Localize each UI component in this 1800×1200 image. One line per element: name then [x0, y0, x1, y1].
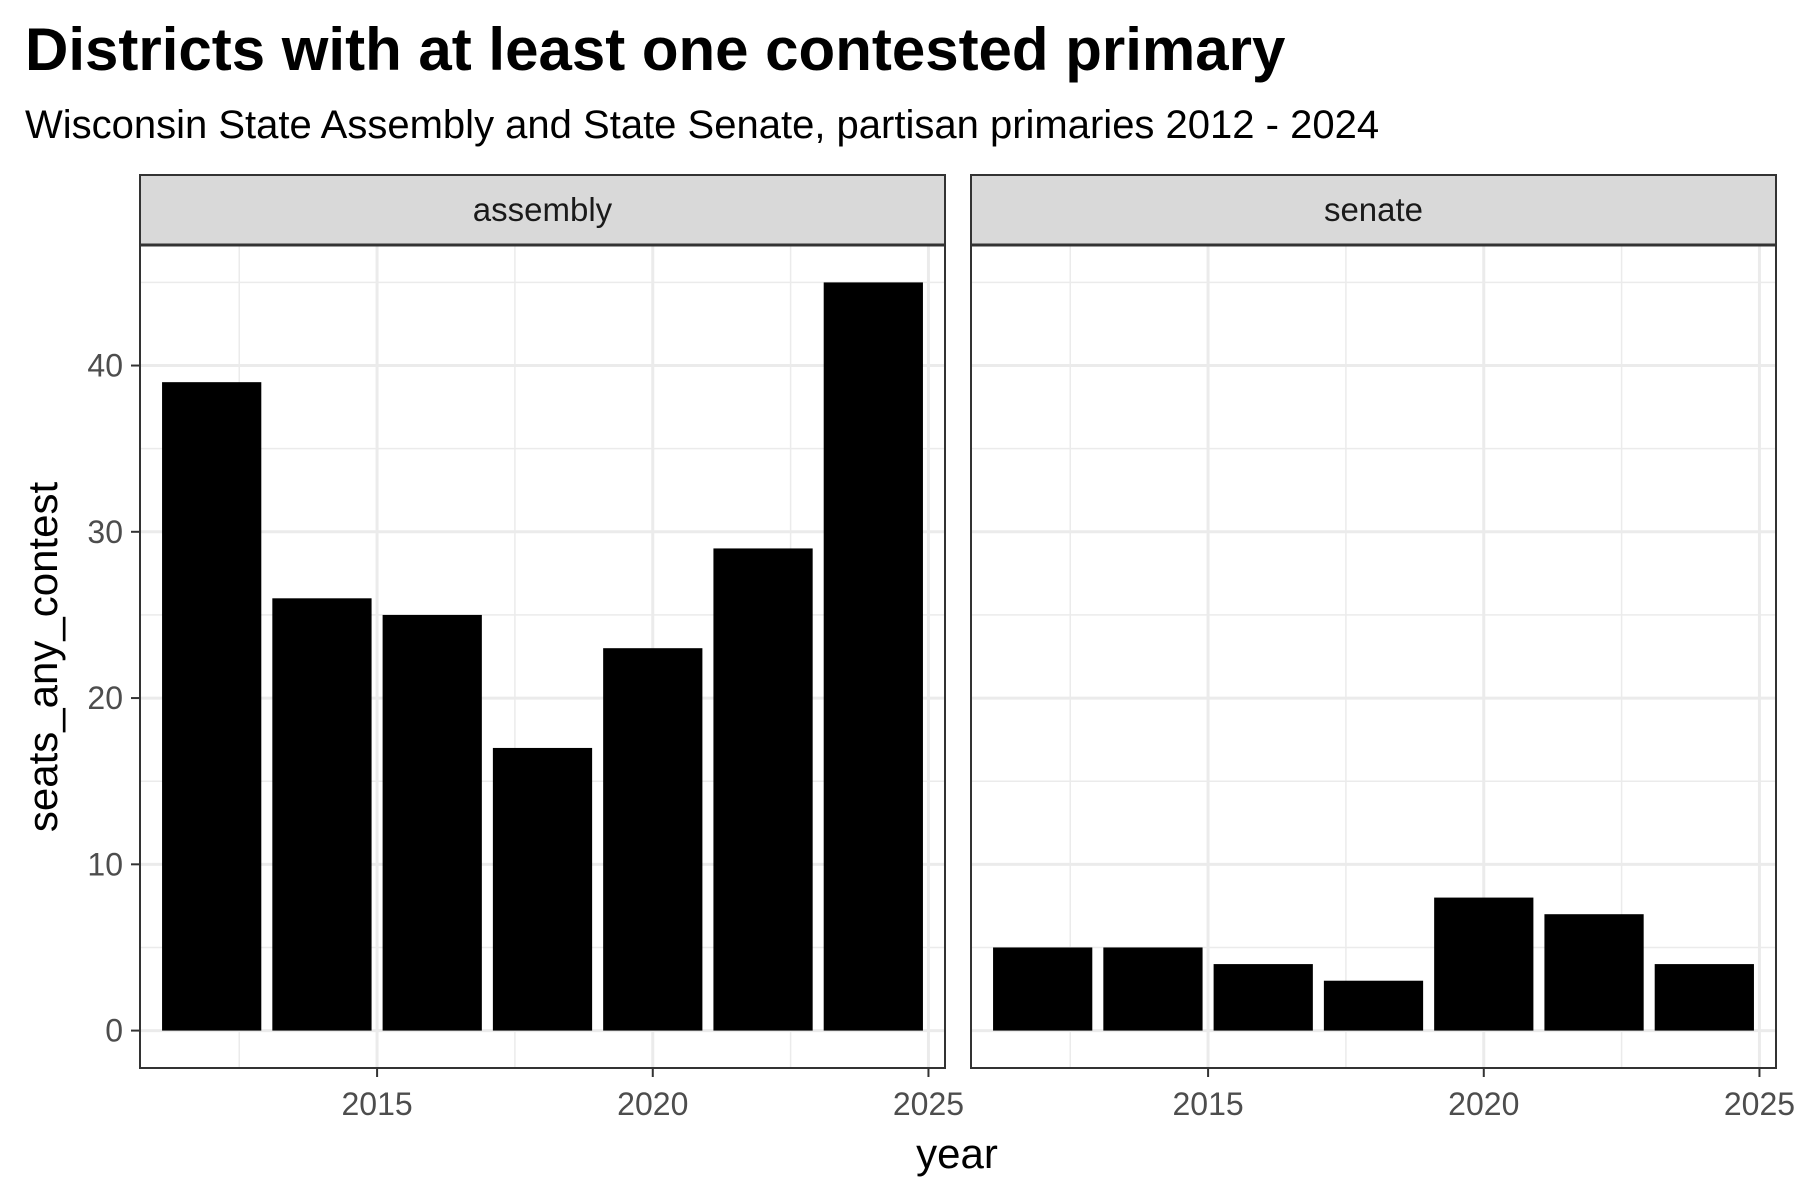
bar-senate-2014 — [1103, 947, 1203, 1031]
facet-label-assembly: assembly — [473, 191, 613, 228]
bar-assembly-2020 — [603, 648, 703, 1031]
bar-senate-2020 — [1434, 897, 1534, 1031]
y-tick-label: 20 — [87, 680, 123, 716]
y-tick-label: 40 — [87, 348, 123, 384]
x-tick-label: 2025 — [893, 1086, 964, 1122]
chart-subtitle: Wisconsin State Assembly and State Senat… — [25, 103, 1380, 147]
y-tick-label: 30 — [87, 514, 123, 550]
facet-strip — [970, 174, 1777, 246]
chart-title: Districts with at least one contested pr… — [25, 16, 1286, 83]
x-axis-title: year — [916, 1130, 998, 1177]
facet-panel-assembly: assembly 2015 2020 2025 0 10 20 30 40 — [87, 174, 964, 1122]
bar-senate-2012 — [993, 947, 1093, 1031]
bar-assembly-2022 — [713, 548, 813, 1031]
panel-background — [971, 245, 1776, 1068]
bar-senate-2022 — [1544, 914, 1644, 1031]
y-axis-title: seats_any_contest — [19, 482, 66, 833]
bar-senate-2016 — [1213, 964, 1313, 1031]
bar-assembly-2012 — [162, 382, 262, 1031]
bar-assembly-2014 — [272, 598, 372, 1031]
bar-senate-2024 — [1654, 964, 1754, 1031]
facet-label-senate: senate — [1324, 191, 1423, 228]
bar-assembly-2016 — [382, 614, 482, 1031]
x-tick-label: 2015 — [341, 1086, 412, 1122]
bar-assembly-2024 — [823, 282, 923, 1031]
x-tick-label: 2025 — [1724, 1086, 1795, 1122]
y-tick-label: 0 — [105, 1013, 123, 1049]
bar-assembly-2018 — [492, 747, 593, 1031]
y-tick-label: 10 — [87, 846, 123, 882]
facet-panel-senate: senate 2015 2020 2025 — [970, 174, 1795, 1122]
x-tick-label: 2020 — [1448, 1086, 1519, 1122]
x-tick-label: 2015 — [1172, 1086, 1243, 1122]
bar-senate-2018 — [1323, 980, 1424, 1031]
x-tick-label: 2020 — [617, 1086, 688, 1122]
